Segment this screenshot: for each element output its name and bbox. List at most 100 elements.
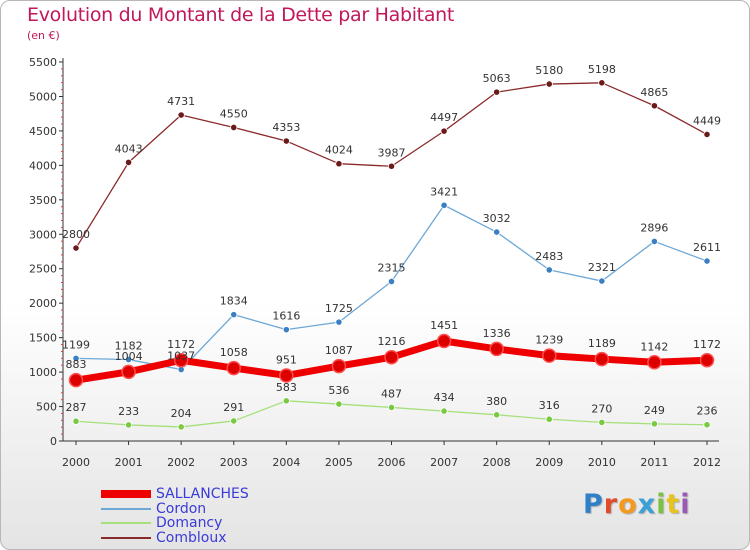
- point-domancy: [650, 420, 659, 428]
- point-combloux: [598, 79, 606, 87]
- point-cordon: [650, 237, 659, 246]
- point-cordon: [124, 355, 133, 364]
- point-combloux: [124, 158, 133, 167]
- x-tick-label: 2008: [483, 456, 511, 469]
- data-label-domancy: 316: [539, 399, 560, 412]
- x-tick-label: 2011: [640, 456, 668, 469]
- data-label-combloux: 4043: [115, 142, 143, 155]
- point-combloux: [387, 162, 396, 170]
- data-label-domancy: 236: [697, 405, 718, 418]
- x-tick-label: 2012: [693, 456, 721, 469]
- y-tick-label: 0: [50, 435, 57, 448]
- y-tick-label: 4000: [29, 159, 57, 172]
- point-cordon: [282, 326, 290, 334]
- x-tick-label: 2001: [115, 456, 143, 469]
- legend-item-sallanches: SALLANCHES: [101, 486, 401, 502]
- data-label-cordon: 1725: [325, 302, 353, 315]
- proxiti-logo: Proxiti: [583, 489, 691, 520]
- data-label-sallanches: 1451: [430, 319, 458, 332]
- point-domancy: [387, 403, 396, 412]
- point-combloux: [703, 130, 711, 139]
- point-combloux: [282, 137, 290, 145]
- point-domancy: [282, 397, 290, 405]
- point-sallanches: [699, 352, 715, 368]
- y-tick-label: 1500: [29, 332, 57, 345]
- y-tick-label: 2500: [29, 263, 57, 276]
- data-label-combloux: 4449: [693, 114, 721, 127]
- legend-item-cordon: Cordon: [101, 501, 401, 517]
- data-label-sallanches: 1004: [115, 350, 143, 363]
- data-label-domancy: 380: [486, 395, 507, 408]
- point-sallanches: [68, 372, 84, 388]
- point-cordon: [230, 311, 238, 319]
- logo-letter: P: [583, 489, 604, 520]
- legend-label-cordon: Cordon: [156, 501, 207, 517]
- point-domancy: [177, 423, 185, 431]
- data-label-cordon: 1182: [115, 340, 143, 353]
- data-label-domancy: 291: [223, 401, 244, 414]
- data-label-combloux: 4353: [272, 121, 300, 134]
- chart-title: Evolution du Montant de la Dette par Hab…: [27, 4, 455, 26]
- data-label-combloux: 4550: [220, 107, 248, 120]
- point-domancy: [598, 418, 606, 426]
- legend-swatch-domancy: [101, 522, 151, 524]
- data-label-sallanches: 1216: [378, 335, 406, 348]
- point-cordon: [335, 318, 343, 326]
- x-tick-label: 2009: [535, 456, 563, 469]
- point-cordon: [387, 277, 396, 286]
- data-label-domancy: 583: [276, 381, 297, 394]
- point-sallanches: [331, 358, 347, 374]
- data-label-cordon: 2321: [588, 261, 616, 274]
- point-combloux: [72, 244, 80, 252]
- logo-letter: r: [603, 489, 619, 520]
- data-label-cordon: 2315: [378, 261, 406, 274]
- data-label-sallanches: 951: [276, 353, 297, 366]
- point-sallanches: [542, 348, 557, 363]
- point-cordon: [545, 266, 553, 274]
- point-cordon: [598, 277, 606, 285]
- data-label-combloux: 2800: [62, 228, 90, 241]
- data-label-sallanches: 883: [66, 358, 87, 371]
- point-domancy: [230, 417, 238, 425]
- point-sallanches: [436, 333, 452, 349]
- data-label-sallanches: 1172: [693, 338, 721, 351]
- chart-subtitle: (en €): [27, 29, 60, 42]
- legend-label-combloux: Combloux: [156, 530, 227, 546]
- y-tick-label: 5000: [29, 90, 57, 103]
- data-label-cordon: 3032: [483, 212, 511, 225]
- point-combloux: [493, 88, 501, 96]
- y-tick-label: 500: [36, 401, 57, 414]
- point-cordon: [72, 354, 80, 362]
- data-label-combloux: 4731: [167, 95, 195, 108]
- data-label-sallanches: 1087: [325, 344, 353, 357]
- data-label-combloux: 4865: [640, 86, 668, 99]
- x-tick-label: 2000: [62, 456, 90, 469]
- point-cordon: [440, 201, 448, 209]
- data-label-combloux: 3987: [378, 146, 406, 159]
- data-label-sallanches: 1189: [588, 337, 616, 350]
- data-label-domancy: 204: [171, 407, 192, 420]
- data-label-cordon: 2896: [640, 221, 668, 234]
- point-cordon: [703, 257, 711, 265]
- data-label-sallanches: 1058: [220, 346, 248, 359]
- legend-item-domancy: Domancy: [101, 515, 401, 531]
- y-tick-label: 2000: [29, 297, 57, 310]
- point-domancy: [335, 400, 343, 408]
- data-label-cordon: 2611: [693, 241, 721, 254]
- point-domancy: [440, 407, 448, 415]
- y-tick-label: 4500: [29, 125, 57, 138]
- data-label-cordon: 1037: [167, 350, 195, 363]
- logo-letter: i: [680, 489, 691, 520]
- data-label-domancy: 434: [434, 391, 455, 404]
- data-label-domancy: 536: [328, 384, 349, 397]
- data-label-domancy: 487: [381, 387, 402, 400]
- point-domancy: [493, 411, 501, 419]
- data-label-sallanches: 1172: [167, 338, 195, 351]
- point-combloux: [335, 160, 343, 168]
- x-tick-label: 2006: [378, 456, 406, 469]
- legend-swatch-combloux: [101, 537, 151, 539]
- data-label-combloux: 5063: [483, 72, 511, 85]
- data-label-combloux: 4024: [325, 144, 353, 157]
- point-cordon: [493, 228, 501, 236]
- data-label-combloux: 4497: [430, 111, 458, 124]
